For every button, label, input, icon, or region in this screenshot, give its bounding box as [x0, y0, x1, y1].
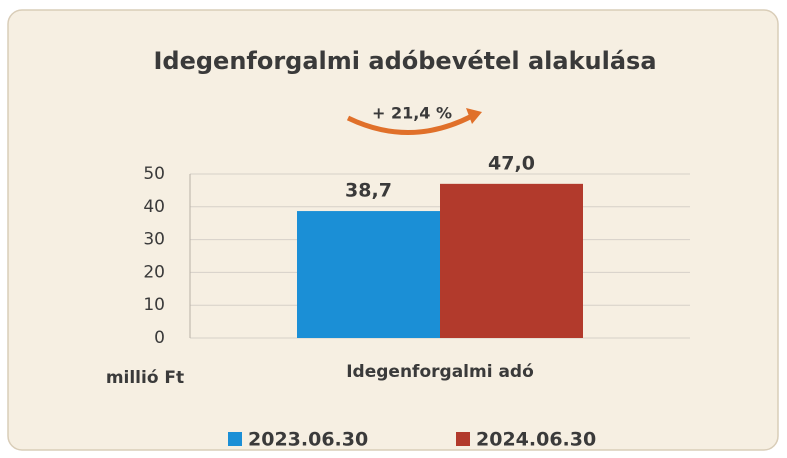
y-tick-label: 40 — [143, 197, 165, 217]
y-axis-label: millió Ft — [106, 368, 184, 388]
change-arrow — [346, 113, 474, 135]
bar — [297, 211, 440, 338]
legend-swatch — [228, 432, 242, 446]
chart-title: Idegenforgalmi adóbevétel alakulása — [153, 47, 656, 75]
x-tick-label: Idegenforgalmi adó — [346, 362, 534, 382]
change-annotation: + 21,4 % — [372, 104, 452, 123]
y-tick-label: 10 — [143, 295, 165, 315]
y-tick-label: 0 — [154, 328, 165, 348]
value-label: 38,7 — [345, 180, 392, 202]
y-tick-label: 50 — [143, 164, 165, 184]
y-tick-label: 20 — [143, 262, 165, 282]
value-label: 47,0 — [488, 152, 535, 174]
y-tick-label: 30 — [143, 230, 165, 250]
legend-swatch — [456, 432, 470, 446]
legend-label: 2024.06.30 — [476, 429, 596, 451]
change-arrow-head — [466, 108, 482, 124]
legend-label: 2023.06.30 — [248, 429, 368, 451]
bar — [440, 183, 583, 338]
